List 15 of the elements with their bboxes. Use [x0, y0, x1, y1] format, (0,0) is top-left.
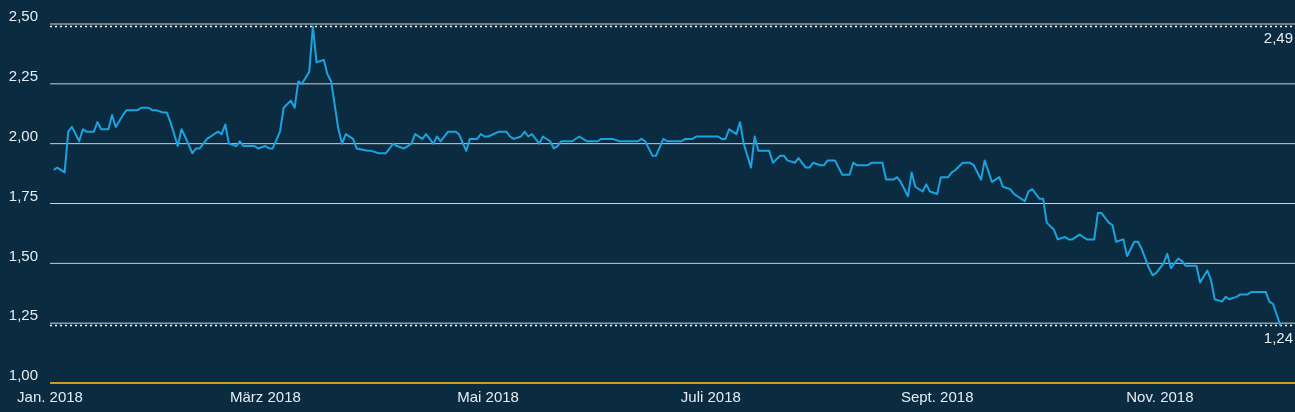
x-tick-label: Juli 2018 [680, 387, 741, 405]
x-tick-label: Sept. 2018 [900, 387, 974, 405]
y-tick-label: 1,00 [8, 366, 38, 384]
ref-line-label: 2,49 [1263, 29, 1293, 47]
y-tick-label: 2,50 [8, 7, 38, 25]
y-tick-label: 2,00 [8, 126, 38, 144]
y-tick-label: 1,50 [8, 246, 38, 264]
ref-line-label: 1,24 [1263, 328, 1293, 346]
x-tick-label: Jan. 2018 [17, 387, 83, 405]
x-tick-label: Mai 2018 [457, 387, 519, 405]
y-tick-label: 1,25 [8, 306, 38, 324]
x-tick-label: Nov. 2018 [1126, 387, 1194, 405]
y-tick-label: 1,75 [8, 186, 38, 204]
x-tick-label: März 2018 [229, 387, 301, 405]
y-tick-label: 2,25 [8, 67, 38, 85]
